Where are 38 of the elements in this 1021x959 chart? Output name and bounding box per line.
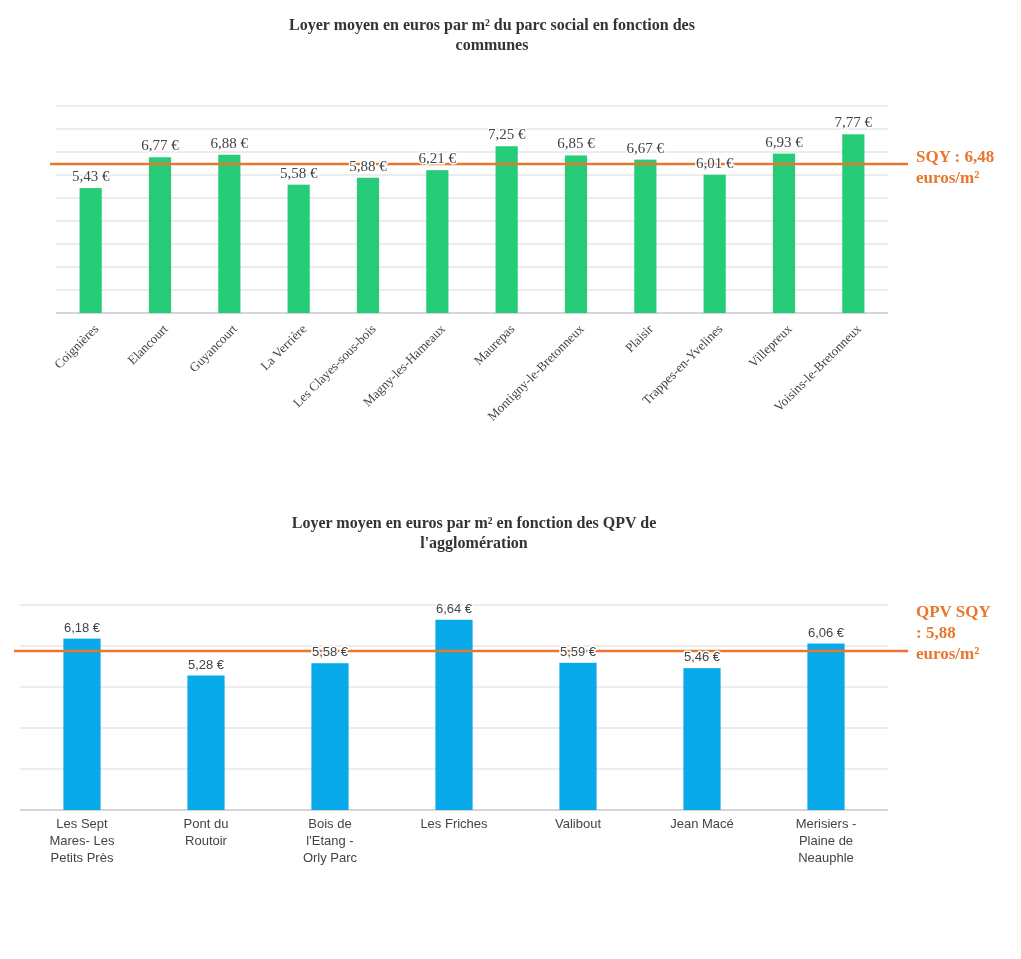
data-label: 7,25 € — [487, 126, 526, 143]
x-tick-label: Merisiers - Plaine de Neauphle — [795, 816, 857, 865]
data-label: 5,58 € — [279, 164, 318, 181]
x-tick-label: Bois de l'Etang - Orly Parc — [302, 816, 358, 865]
data-label: 6,06 € — [807, 624, 845, 640]
data-label: 6,67 € — [626, 139, 665, 156]
data-label: 5,43 € — [71, 168, 110, 185]
data-label: 6,93 € — [765, 133, 804, 150]
bar — [495, 146, 518, 313]
ref-line-label: QPV SQY : 5,88 euros/m² — [916, 601, 991, 663]
chart-title: Loyer moyen en euros par m² en fonction des QPV de l'agglomération — [291, 514, 657, 552]
data-label: 5,46 € — [683, 649, 721, 665]
data-label: 6,18 € — [63, 619, 101, 635]
bar — [218, 154, 241, 313]
x-tick-label: Les Friches — [420, 816, 489, 831]
bar — [79, 188, 102, 313]
data-label: 6,64 € — [435, 600, 473, 616]
data-label: 6,88 € — [210, 134, 249, 151]
x-tick-label: Les Sept Mares- Les Petits Près — [49, 816, 115, 865]
bar — [287, 184, 310, 313]
bar — [772, 153, 796, 313]
bar — [634, 159, 657, 313]
ref-line-label: SQY : 6,48 euros/m² — [916, 146, 995, 187]
chart-title: Loyer moyen en euros par m² du parc social en fonction des communes — [289, 16, 695, 53]
bar — [703, 174, 726, 313]
data-label: 6,85 € — [557, 135, 596, 152]
data-label: 6,77 € — [141, 137, 180, 154]
bar — [426, 170, 449, 313]
data-label: 5,28 € — [187, 656, 225, 672]
bar — [356, 177, 380, 313]
data-label: 7,77 € — [834, 114, 873, 131]
bar — [564, 155, 588, 313]
data-label: 6,21 € — [418, 150, 457, 167]
x-tick-label: Valibout — [554, 816, 602, 831]
x-tick-label: Jean Macé — [670, 816, 734, 831]
bar — [842, 134, 865, 313]
x-tick-label: Pont du Routoir — [183, 816, 229, 848]
bar — [148, 157, 172, 313]
